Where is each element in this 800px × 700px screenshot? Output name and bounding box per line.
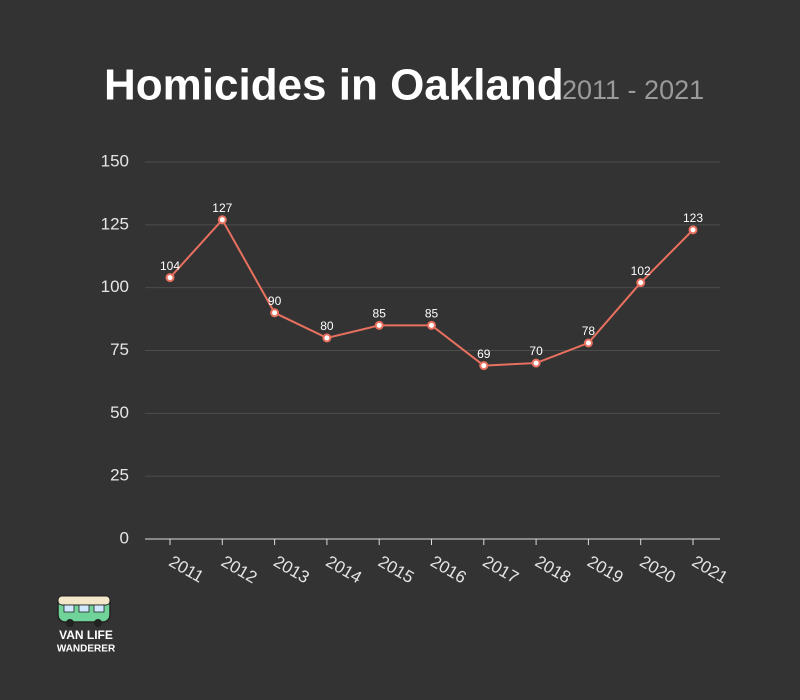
point bbox=[165, 273, 175, 283]
chart-subtitle: 2011 - 2021 bbox=[562, 75, 704, 105]
data-label: 127 bbox=[212, 201, 232, 215]
data-label: 104 bbox=[160, 259, 180, 273]
y-tick-label: 75 bbox=[110, 340, 129, 359]
logo-text: WANDERER bbox=[57, 644, 116, 655]
point bbox=[427, 320, 436, 330]
data-label: 70 bbox=[529, 344, 543, 358]
logo-wheel bbox=[66, 619, 74, 627]
y-tick-label: 150 bbox=[101, 151, 129, 170]
y-tick-label: 0 bbox=[120, 528, 129, 547]
data-label: 69 bbox=[477, 347, 491, 361]
point bbox=[583, 338, 593, 348]
y-tick-label: 50 bbox=[110, 403, 129, 422]
logo-window bbox=[93, 604, 105, 613]
data-label: 78 bbox=[582, 324, 596, 338]
logo: VAN LIFE WANDERER bbox=[57, 595, 116, 655]
point bbox=[217, 215, 227, 225]
logo-text: VAN LIFE bbox=[59, 628, 113, 642]
point bbox=[688, 225, 698, 235]
logo-window bbox=[63, 604, 75, 613]
data-label: 80 bbox=[320, 319, 334, 333]
data-label: 85 bbox=[425, 307, 439, 321]
point bbox=[322, 333, 332, 343]
y-tick-label: 125 bbox=[101, 214, 129, 233]
point bbox=[636, 278, 646, 288]
data-label: 102 bbox=[631, 264, 651, 278]
logo-window bbox=[78, 604, 90, 613]
point bbox=[374, 320, 384, 330]
logo-van-roof bbox=[57, 595, 111, 606]
point bbox=[531, 358, 541, 368]
y-tick-label: 100 bbox=[101, 277, 129, 296]
logo-wheel bbox=[94, 619, 102, 627]
y-tick-label: 25 bbox=[110, 466, 129, 485]
point bbox=[270, 308, 280, 318]
chart-title: Homicides in Oakland bbox=[104, 61, 564, 110]
data-label: 90 bbox=[268, 294, 282, 308]
point bbox=[479, 361, 489, 371]
data-label: 85 bbox=[373, 307, 387, 321]
data-label: 123 bbox=[683, 211, 703, 225]
